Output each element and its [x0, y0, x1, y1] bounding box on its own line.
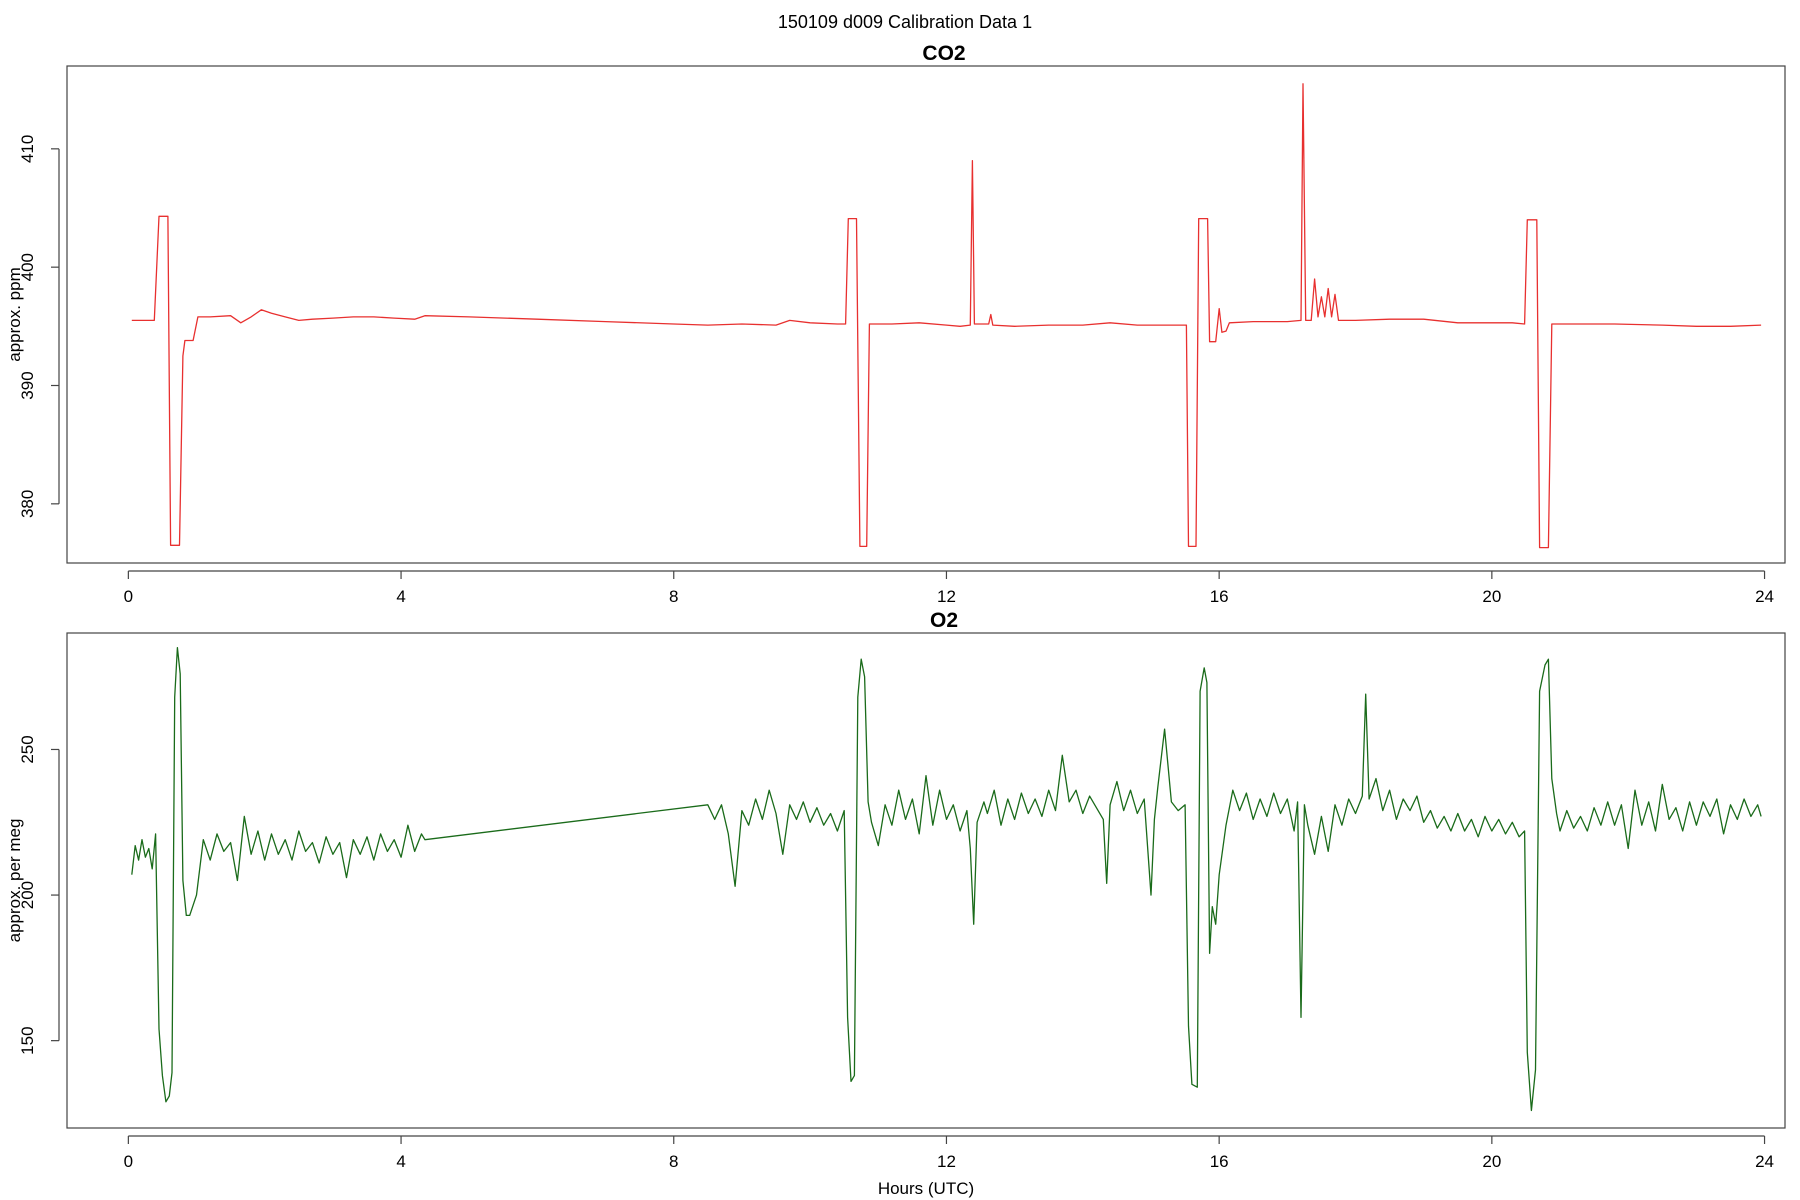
o2-y-axis-label: approx. per meg [5, 819, 24, 943]
co2-x-tick-label: 0 [124, 587, 133, 606]
o2-y-tick-label: 250 [18, 735, 37, 763]
figure-title: 150109 d009 Calibration Data 1 [778, 12, 1032, 32]
o2-x-tick-label: 0 [124, 1152, 133, 1171]
o2-x-axis-label: Hours (UTC) [878, 1179, 974, 1198]
co2-x-tick-label: 20 [1482, 587, 1501, 606]
co2-y-tick-label: 390 [18, 371, 37, 399]
co2-x-tick-label: 4 [396, 587, 405, 606]
co2-x-tick-label: 24 [1755, 587, 1774, 606]
o2-x-tick-label: 4 [396, 1152, 405, 1171]
o2-plot-frame [66, 632, 1786, 1129]
co2-chart-title: CO2 [922, 42, 965, 65]
co2-y-axis-label: approx. ppm [5, 267, 24, 362]
o2-x-tick-label: 12 [937, 1152, 956, 1171]
o2-y-tick-label: 200 [18, 881, 37, 909]
co2-plot-frame [66, 65, 1786, 564]
o2-x-tick-label: 24 [1755, 1152, 1774, 1171]
co2-y-tick-label: 380 [18, 490, 37, 518]
co2-x-tick-label: 8 [669, 587, 678, 606]
o2-chart-title: O2 [930, 609, 958, 632]
co2-panel: CO2 0 4 8 12 16 20 24 380 390 400 410 approx. ppm [5, 42, 1786, 606]
o2-panel: O2 0 4 8 12 16 20 24 150 200 250 approx. per meg Hou… [5, 609, 1786, 1198]
co2-x-tick-label: 16 [1210, 587, 1229, 606]
co2-series-line [131, 83, 1762, 549]
o2-y-tick-label: 150 [18, 1026, 37, 1054]
co2-y-tick-label: 410 [18, 135, 37, 163]
o2-x-tick-label: 16 [1210, 1152, 1229, 1171]
co2-y-tick-label: 400 [18, 253, 37, 281]
o2-x-tick-label: 20 [1482, 1152, 1501, 1171]
o2-x-tick-label: 8 [669, 1152, 678, 1171]
o2-series-line [131, 646, 1762, 1112]
co2-x-tick-label: 12 [937, 587, 956, 606]
